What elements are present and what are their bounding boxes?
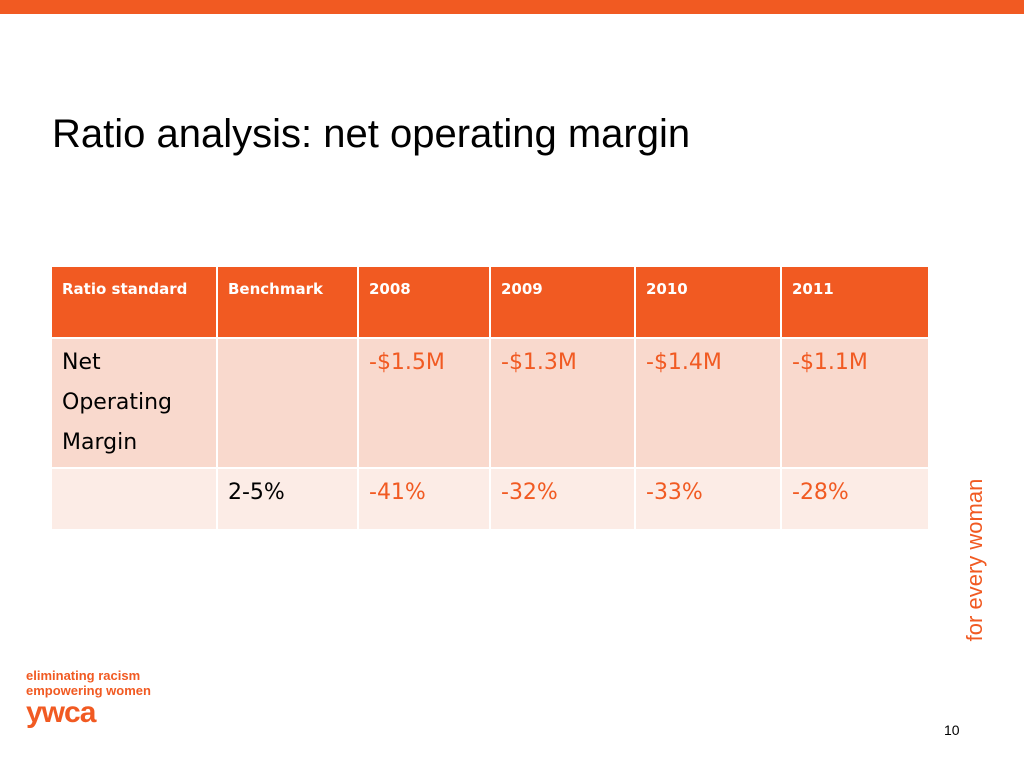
cell-benchmark: 2-5% (216, 467, 359, 531)
cell-ratio-name: Net Operating Margin (50, 337, 218, 469)
cell-2009: -$1.3M (489, 337, 636, 469)
cell-2008: -$1.5M (357, 337, 491, 469)
cell-2008: -41% (357, 467, 491, 531)
top-accent-bar (0, 0, 1024, 14)
cell-2010: -$1.4M (634, 337, 782, 469)
header-ratio-standard: Ratio standard (50, 265, 218, 339)
header-2011: 2011 (780, 265, 930, 339)
logo-brand: ywca (26, 696, 96, 729)
header-2009: 2009 (489, 265, 636, 339)
cell-benchmark (216, 337, 359, 469)
ywca-logo: eliminating racism empowering women ywca (26, 668, 151, 728)
cell-2011: -$1.1M (780, 337, 930, 469)
header-2008: 2008 (357, 265, 491, 339)
cell-2009: -32% (489, 467, 636, 531)
logo-line-1: eliminating racism (26, 668, 141, 683)
ratio-table: Ratio standard Benchmark 2008 2009 2010 … (50, 265, 930, 531)
page-number: 10 (944, 722, 960, 738)
tagline: for every woman (962, 478, 987, 642)
cell-2010: -33% (634, 467, 782, 531)
logo-line-2: empowering women (26, 683, 151, 698)
cell-ratio-name (50, 467, 218, 531)
table-header-row: Ratio standard Benchmark 2008 2009 2010 … (50, 265, 930, 339)
slide-title: Ratio analysis: net operating margin (52, 112, 691, 156)
cell-2011: -28% (780, 467, 930, 531)
table-row: Net Operating Margin -$1.5M -$1.3M -$1.4… (50, 337, 930, 469)
header-benchmark: Benchmark (216, 265, 359, 339)
header-2010: 2010 (634, 265, 782, 339)
table-row: 2-5% -41% -32% -33% -28% (50, 467, 930, 531)
